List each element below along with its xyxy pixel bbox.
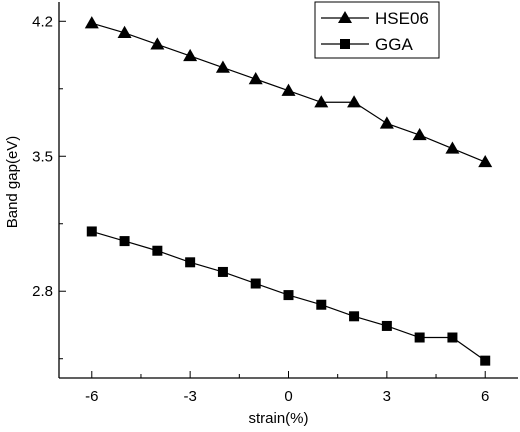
- data-point-triangle: [347, 95, 362, 108]
- ticks: -6 -3 0 3 6 2.8 3.5 4.2: [32, 13, 489, 405]
- legend-box: [314, 1, 440, 59]
- data-point-square: [414, 332, 425, 343]
- y-tick-label: 3.5: [32, 148, 53, 165]
- data-point-triangle: [215, 60, 230, 73]
- data-point-triangle: [412, 127, 427, 141]
- data-point-square: [86, 226, 97, 237]
- data-point-square: [480, 355, 491, 366]
- data-point-square: [381, 320, 392, 331]
- data-point-triangle: [379, 116, 394, 129]
- data-point-square: [250, 278, 261, 289]
- data-point-triangle: [117, 25, 132, 38]
- legend: HSE06 GGA: [314, 1, 440, 59]
- legend-label-hse06: HSE06: [375, 9, 429, 28]
- series-gga: [86, 226, 491, 366]
- series-hse06: [84, 16, 493, 168]
- data-point-triangle: [478, 154, 493, 168]
- data-point-square: [447, 332, 458, 343]
- y-tick-label: 4.2: [32, 13, 53, 30]
- data-point-square: [349, 311, 360, 322]
- data-point-square: [283, 290, 294, 301]
- series-layer: [84, 16, 493, 366]
- x-tick-label: -6: [85, 388, 98, 405]
- x-tick-label: 0: [284, 388, 292, 405]
- data-point-triangle: [150, 37, 165, 50]
- data-point-triangle: [281, 83, 296, 96]
- data-point-square: [217, 266, 228, 277]
- legend-marker-triangle-icon: [338, 11, 352, 23]
- data-point-triangle: [84, 16, 99, 29]
- data-point-triangle: [314, 95, 329, 108]
- data-point-triangle: [445, 141, 460, 154]
- data-point-square: [152, 245, 163, 256]
- x-axis-label: strain(%): [248, 410, 308, 427]
- x-tick-label: 3: [383, 388, 391, 405]
- data-point-triangle: [183, 48, 198, 62]
- x-tick-label: 6: [481, 388, 489, 405]
- data-point-square: [316, 299, 327, 310]
- y-tick-label: 2.8: [32, 283, 53, 300]
- axes: [58, 2, 518, 379]
- data-point-triangle: [248, 72, 263, 85]
- legend-label-gga: GGA: [375, 35, 413, 54]
- legend-marker-square-icon: [340, 39, 350, 49]
- x-tick-label: -3: [183, 388, 196, 405]
- y-axis-label: Band gap(eV): [4, 136, 21, 229]
- data-point-square: [185, 257, 196, 268]
- data-point-square: [119, 236, 130, 247]
